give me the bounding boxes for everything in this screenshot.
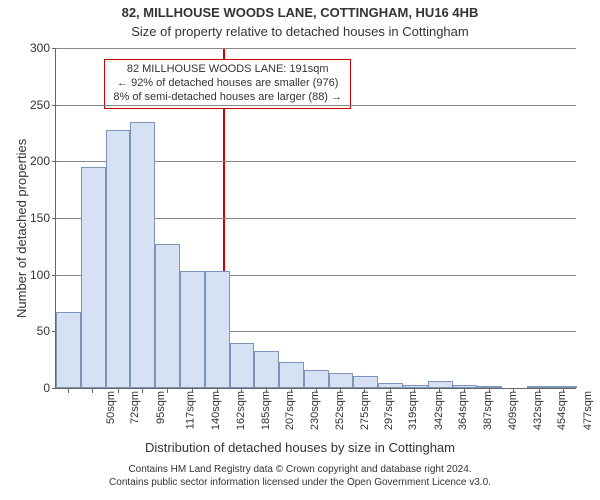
- x-tick-label: 477sqm: [582, 391, 594, 430]
- chart-container: 82, MILLHOUSE WOODS LANE, COTTINGHAM, HU…: [0, 0, 600, 500]
- x-tick-mark: [266, 388, 267, 393]
- histogram-bar: [130, 122, 155, 388]
- x-tick-mark: [513, 388, 514, 393]
- x-tick-mark: [192, 388, 193, 393]
- x-tick-label: 140sqm: [210, 391, 222, 430]
- annotation-line3: 8% of semi-detached houses are larger (8…: [113, 91, 342, 105]
- x-tick-mark: [464, 388, 465, 393]
- x-tick-mark: [142, 388, 143, 393]
- histogram-bar: [106, 130, 131, 388]
- histogram-bar: [552, 386, 577, 388]
- x-tick-mark: [539, 388, 540, 393]
- x-tick-mark: [414, 388, 415, 393]
- x-tick-label: 297sqm: [383, 391, 395, 430]
- x-tick-mark: [316, 388, 317, 393]
- x-tick-mark: [390, 388, 391, 393]
- histogram-bar: [403, 385, 428, 388]
- histogram-bar: [180, 271, 205, 388]
- annotation-line1: 82 MILLHOUSE WOODS LANE: 191sqm: [113, 63, 342, 77]
- histogram-bar: [254, 351, 279, 388]
- chart-footer: Contains HM Land Registry data © Crown c…: [0, 464, 600, 489]
- annotation-box: 82 MILLHOUSE WOODS LANE: 191sqm ← 92% of…: [104, 59, 351, 108]
- x-tick-mark: [167, 388, 168, 393]
- x-tick-mark: [364, 388, 365, 393]
- plot-area: 82 MILLHOUSE WOODS LANE: 191sqm ← 92% of…: [55, 48, 576, 389]
- x-tick-mark: [563, 388, 564, 393]
- y-tick-label: 250: [30, 98, 56, 112]
- histogram-bar: [428, 381, 453, 388]
- y-tick-label: 200: [30, 154, 56, 168]
- histogram-bar: [329, 373, 354, 388]
- x-tick-mark: [241, 388, 242, 393]
- x-tick-label: 454sqm: [556, 391, 568, 430]
- gridline: [56, 48, 576, 49]
- x-tick-label: 252sqm: [334, 391, 346, 430]
- x-tick-label: 230sqm: [310, 391, 322, 430]
- x-tick-mark: [217, 388, 218, 393]
- y-axis-label: Number of detached properties: [14, 139, 29, 318]
- chart-title-line1: 82, MILLHOUSE WOODS LANE, COTTINGHAM, HU…: [0, 5, 600, 20]
- histogram-bar: [56, 312, 81, 388]
- histogram-bar: [453, 385, 478, 388]
- x-tick-label: 387sqm: [483, 391, 495, 430]
- x-tick-label: 364sqm: [457, 391, 469, 430]
- gridline: [56, 105, 576, 106]
- x-tick-label: 117sqm: [184, 391, 196, 429]
- x-tick-label: 342sqm: [433, 391, 445, 430]
- x-tick-label: 162sqm: [235, 391, 247, 430]
- histogram-bar: [81, 167, 106, 388]
- x-tick-mark: [68, 388, 69, 393]
- x-tick-mark: [92, 388, 93, 393]
- x-tick-mark: [439, 388, 440, 393]
- x-tick-label: 432sqm: [532, 391, 544, 430]
- footer-line1: Contains HM Land Registry data © Crown c…: [0, 464, 600, 477]
- y-tick-label: 50: [37, 324, 56, 338]
- y-tick-label: 150: [30, 211, 56, 225]
- histogram-bar: [205, 271, 230, 388]
- x-tick-mark: [489, 388, 490, 393]
- x-tick-label: 95sqm: [155, 391, 167, 424]
- y-tick-label: 100: [30, 268, 56, 282]
- histogram-bar: [155, 244, 180, 388]
- x-tick-mark: [118, 388, 119, 393]
- histogram-bar: [279, 362, 304, 388]
- histogram-bar: [230, 343, 255, 388]
- y-tick-label: 0: [43, 381, 56, 395]
- x-tick-label: 409sqm: [507, 391, 519, 430]
- x-tick-label: 185sqm: [260, 391, 272, 430]
- x-tick-label: 50sqm: [105, 391, 117, 424]
- x-tick-label: 319sqm: [408, 391, 420, 430]
- x-tick-label: 72sqm: [129, 391, 141, 424]
- histogram-bar: [304, 370, 329, 388]
- y-tick-label: 300: [30, 41, 56, 55]
- chart-title-line2: Size of property relative to detached ho…: [0, 24, 600, 39]
- annotation-line2: ← 92% of detached houses are smaller (97…: [113, 77, 342, 91]
- x-tick-label: 275sqm: [359, 391, 371, 430]
- histogram-bar: [353, 376, 378, 388]
- footer-line2: Contains public sector information licen…: [0, 477, 600, 490]
- x-tick-mark: [340, 388, 341, 393]
- x-axis-label: Distribution of detached houses by size …: [0, 440, 600, 455]
- x-tick-mark: [291, 388, 292, 393]
- x-tick-label: 207sqm: [284, 391, 296, 430]
